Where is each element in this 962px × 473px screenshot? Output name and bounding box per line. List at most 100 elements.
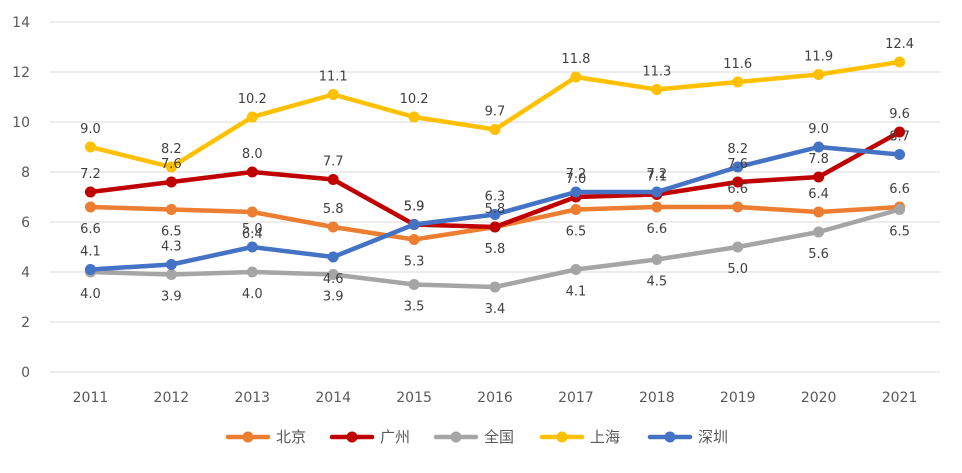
data-label: 12.4 [885, 37, 914, 52]
data-label: 7.2 [646, 167, 667, 182]
data-label: 5.0 [727, 262, 748, 277]
data-label: 4.0 [242, 287, 263, 302]
data-label: 11.9 [804, 50, 833, 65]
axes: 0 2 4 6 8 10 12 14 2011 2012 2013 2014 2015 2016 2017 2… [12, 15, 917, 406]
data-point [327, 221, 339, 233]
y-tick-label: 10 [12, 115, 30, 131]
data-label: 7.2 [566, 167, 587, 182]
legend-label: 深圳 [698, 428, 728, 446]
data-point [570, 71, 582, 83]
data-label: 10.2 [238, 92, 267, 107]
data-point [489, 124, 501, 135]
data-label: 9.0 [80, 122, 101, 137]
y-tick-label: 2 [21, 315, 30, 331]
data-point [165, 176, 177, 188]
data-label: 6.6 [80, 222, 101, 237]
data-point [732, 176, 744, 188]
data-label: 9.0 [808, 122, 829, 137]
data-point [732, 76, 744, 88]
data-label: 9.6 [889, 107, 910, 122]
data-point [408, 111, 420, 123]
data-label: 3.4 [485, 302, 506, 317]
data-point [651, 84, 663, 95]
data-labels: 6.6 6.5 6.45.85.35.86.5 6.66.6 6.4 6.67.27.68… [80, 37, 914, 317]
data-label: 6.4 [242, 227, 263, 242]
data-label: 4.0 [80, 287, 101, 302]
data-point [165, 204, 177, 215]
data-label: 8.7 [889, 130, 910, 145]
data-label: 5.6 [808, 247, 829, 262]
data-point [327, 89, 339, 100]
data-point [489, 281, 501, 293]
data-label: 5.8 [485, 202, 506, 217]
x-tick-label: 2017 [558, 390, 594, 406]
data-label: 7.6 [161, 157, 182, 172]
data-label: 10.2 [400, 92, 429, 107]
data-label: 6.4 [808, 187, 829, 202]
y-tick-label: 12 [12, 65, 30, 81]
data-label: 5.9 [404, 200, 425, 215]
data-label: 4.3 [161, 240, 182, 255]
data-label: 4.6 [323, 272, 344, 287]
data-point [894, 204, 906, 215]
x-tick-label: 2018 [639, 390, 675, 406]
data-point [327, 174, 339, 185]
data-label: 8.0 [242, 147, 263, 162]
data-point [246, 166, 258, 178]
data-point [84, 141, 96, 153]
data-label: 5.3 [404, 255, 425, 270]
data-point [732, 241, 744, 253]
data-label: 6.5 [161, 225, 182, 240]
legend-label: 上海 [590, 428, 620, 446]
data-point [246, 206, 258, 218]
data-point [570, 264, 582, 275]
data-point [732, 161, 744, 173]
data-point [813, 69, 825, 80]
data-label: 7.1 [646, 170, 667, 185]
data-point [246, 241, 258, 253]
x-tick-label: 2013 [234, 390, 270, 406]
data-point [489, 209, 501, 220]
series-lines [84, 56, 906, 293]
legend: 北京 广州 全国 上海 深圳 [225, 428, 728, 446]
data-label: 4.5 [646, 275, 667, 290]
data-point [84, 201, 96, 213]
data-point [813, 141, 825, 153]
data-point [651, 186, 663, 198]
data-point [570, 186, 582, 198]
legend-marker [664, 431, 676, 443]
y-tick-label: 4 [21, 265, 30, 281]
data-label: 11.6 [723, 57, 752, 72]
data-label: 4.1 [566, 285, 587, 300]
data-label: 8.2 [727, 142, 748, 157]
data-label: 6.5 [566, 225, 587, 240]
x-tick-label: 2014 [315, 390, 351, 406]
data-point [813, 206, 825, 218]
data-label: 11.1 [319, 70, 348, 85]
y-tick-label: 0 [21, 365, 30, 381]
data-label: 11.8 [561, 52, 590, 67]
x-tick-label: 2011 [73, 390, 109, 406]
data-label: 7.0 [566, 172, 587, 187]
data-label: 6.5 [889, 225, 910, 240]
data-label: 7.7 [323, 155, 344, 170]
data-point [408, 219, 420, 230]
x-tick-label: 2016 [477, 390, 513, 406]
legend-label: 北京 [276, 428, 306, 446]
data-label: 3.9 [161, 290, 182, 305]
data-label: 3.9 [323, 290, 344, 305]
data-label: 11.3 [642, 65, 671, 80]
data-label: 9.7 [485, 105, 506, 120]
data-point [84, 264, 96, 275]
data-point [732, 201, 744, 213]
data-label: 5.9 [404, 200, 425, 215]
data-point [327, 251, 339, 263]
data-point [408, 279, 420, 290]
x-tick-label: 2021 [882, 390, 918, 406]
data-point [894, 56, 906, 68]
data-point [165, 161, 177, 173]
legend-marker [346, 431, 358, 443]
data-label: 5.0 [242, 222, 263, 237]
data-label: 7.6 [727, 157, 748, 172]
legend-marker [556, 431, 568, 443]
